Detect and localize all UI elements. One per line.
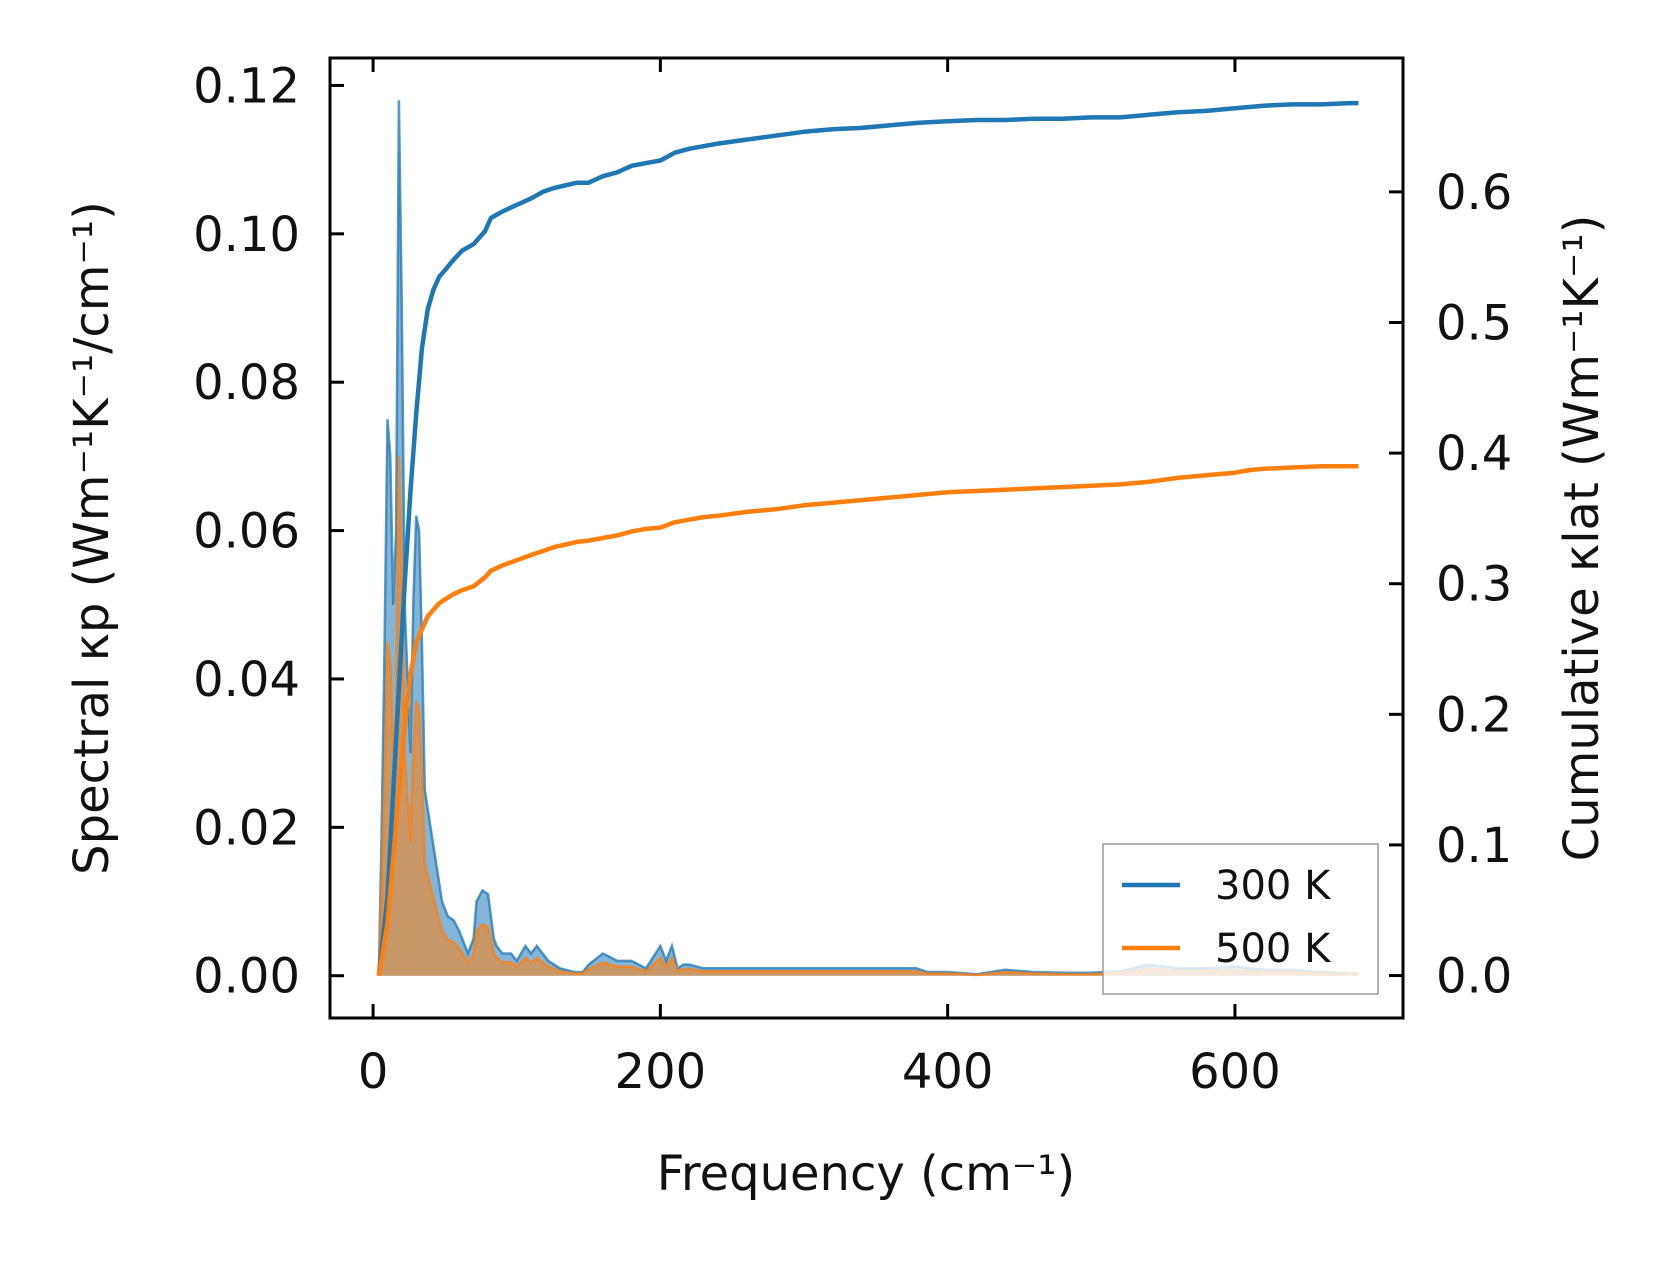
y-right-tick-label: 0.2 — [1436, 687, 1512, 743]
y-right-tick-label: 0.5 — [1436, 295, 1512, 351]
y-right-tick-label: 0.6 — [1436, 165, 1512, 221]
y-left-tick-label: 0.04 — [193, 652, 300, 708]
y-left-tick-label: 0.10 — [193, 207, 300, 263]
y-right-axis-title: Cumulative κlat (Wm⁻¹K⁻¹) — [1554, 215, 1610, 862]
y-right-tick-label: 0.1 — [1436, 818, 1512, 874]
legend-label-500k: 500 K — [1215, 926, 1332, 972]
y-right-tick-label: 0.3 — [1436, 557, 1512, 613]
y-left-tick-label: 0.06 — [193, 504, 300, 560]
y-right-tick-label: 0.0 — [1436, 949, 1512, 1005]
y-left-axis-title: Spectral κp (Wm⁻¹K⁻¹/cm⁻¹) — [64, 201, 120, 875]
legend-frame — [1102, 843, 1379, 995]
plot-frame — [328, 56, 1405, 1020]
x-tick-label: 400 — [902, 1044, 994, 1100]
x-tick-label: 0 — [358, 1044, 389, 1100]
x-tick-label: 600 — [1189, 1044, 1281, 1100]
legend: 300 K 500 K — [1102, 843, 1379, 995]
x-tick-label: 200 — [615, 1044, 707, 1100]
line-300-k — [376, 100, 1359, 976]
y-left-tick-label: 0.12 — [193, 58, 300, 114]
plot-area — [376, 100, 1359, 977]
y-right-tick-label: 0.4 — [1436, 426, 1512, 482]
axis-ticks: 0 200 400 600 0.00 0.02 0.04 0.06 0.08 0.10 0.12 0.… — [193, 58, 1512, 1100]
y-left-tick-label: 0.08 — [193, 355, 300, 411]
outline-500-k-spectral — [377, 456, 1359, 977]
x-axis-title: Frequency (cm⁻¹) — [657, 1146, 1075, 1202]
y-left-tick-label: 0.02 — [193, 800, 300, 856]
line-500-k — [376, 463, 1359, 976]
legend-label-300k: 300 K — [1215, 863, 1332, 909]
y-left-tick-label: 0.00 — [193, 949, 300, 1005]
